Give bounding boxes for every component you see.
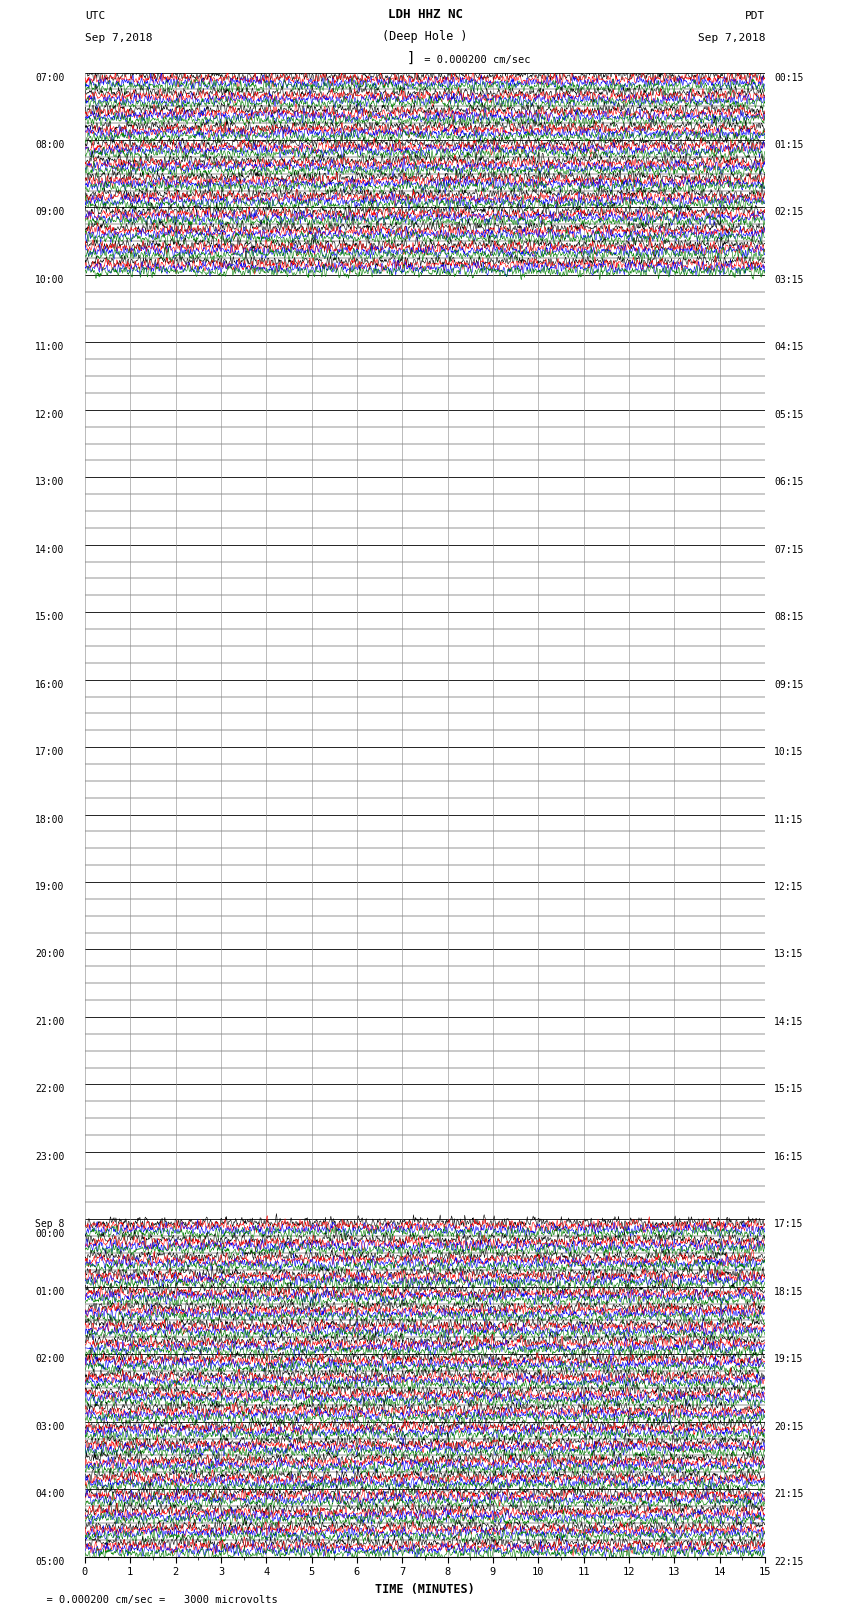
Text: 05:15: 05:15 (774, 410, 803, 419)
Text: 09:00: 09:00 (35, 208, 65, 218)
Text: Sep 7,2018: Sep 7,2018 (698, 32, 765, 44)
Text: 17:00: 17:00 (35, 747, 65, 756)
Text: 08:15: 08:15 (774, 613, 803, 623)
Text: 22:15: 22:15 (774, 1557, 803, 1566)
Text: 14:00: 14:00 (35, 545, 65, 555)
Text: 11:00: 11:00 (35, 342, 65, 352)
Text: 03:00: 03:00 (35, 1421, 65, 1432)
Text: 12:15: 12:15 (774, 882, 803, 892)
Text: 21:00: 21:00 (35, 1016, 65, 1027)
Text: 02:00: 02:00 (35, 1355, 65, 1365)
Text: 13:15: 13:15 (774, 950, 803, 960)
Text: 09:15: 09:15 (774, 679, 803, 690)
Text: 23:00: 23:00 (35, 1152, 65, 1161)
Text: 10:00: 10:00 (35, 274, 65, 286)
Text: 01:15: 01:15 (774, 140, 803, 150)
Text: 16:15: 16:15 (774, 1152, 803, 1161)
Text: 00:00: 00:00 (35, 1229, 65, 1239)
Text: 04:15: 04:15 (774, 342, 803, 352)
Text: UTC: UTC (85, 11, 105, 21)
Text: (Deep Hole ): (Deep Hole ) (382, 31, 468, 44)
Text: 20:15: 20:15 (774, 1421, 803, 1432)
Text: 19:00: 19:00 (35, 882, 65, 892)
Text: 04:00: 04:00 (35, 1489, 65, 1498)
Text: 07:15: 07:15 (774, 545, 803, 555)
Text: 21:15: 21:15 (774, 1489, 803, 1498)
Text: 19:15: 19:15 (774, 1355, 803, 1365)
Text: 15:15: 15:15 (774, 1084, 803, 1094)
Text: 05:00: 05:00 (35, 1557, 65, 1566)
Text: 11:15: 11:15 (774, 815, 803, 824)
Text: = 0.000200 cm/sec =   3000 microvolts: = 0.000200 cm/sec = 3000 microvolts (34, 1595, 278, 1605)
Text: PDT: PDT (745, 11, 765, 21)
Text: 10:15: 10:15 (774, 747, 803, 756)
X-axis label: TIME (MINUTES): TIME (MINUTES) (375, 1582, 475, 1595)
Text: 08:00: 08:00 (35, 140, 65, 150)
Text: 17:15: 17:15 (774, 1219, 803, 1229)
Text: 18:15: 18:15 (774, 1287, 803, 1297)
Text: ]: ] (406, 52, 415, 65)
Text: LDH HHZ NC: LDH HHZ NC (388, 8, 462, 21)
Text: 06:15: 06:15 (774, 477, 803, 487)
Text: 16:00: 16:00 (35, 679, 65, 690)
Text: 02:15: 02:15 (774, 208, 803, 218)
Text: 07:00: 07:00 (35, 73, 65, 82)
Text: 01:00: 01:00 (35, 1287, 65, 1297)
Text: Sep 7,2018: Sep 7,2018 (85, 32, 152, 44)
Text: = 0.000200 cm/sec: = 0.000200 cm/sec (418, 55, 530, 65)
Text: 00:15: 00:15 (774, 73, 803, 82)
Text: 15:00: 15:00 (35, 613, 65, 623)
Text: 22:00: 22:00 (35, 1084, 65, 1094)
Text: 14:15: 14:15 (774, 1016, 803, 1027)
Text: 18:00: 18:00 (35, 815, 65, 824)
Text: 03:15: 03:15 (774, 274, 803, 286)
Text: 12:00: 12:00 (35, 410, 65, 419)
Text: Sep 8: Sep 8 (35, 1219, 65, 1229)
Text: 20:00: 20:00 (35, 950, 65, 960)
Text: 13:00: 13:00 (35, 477, 65, 487)
